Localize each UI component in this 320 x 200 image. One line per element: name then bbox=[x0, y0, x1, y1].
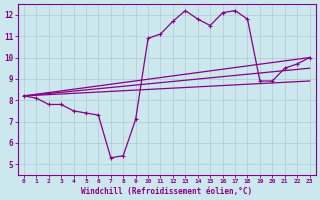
X-axis label: Windchill (Refroidissement éolien,°C): Windchill (Refroidissement éolien,°C) bbox=[81, 187, 252, 196]
